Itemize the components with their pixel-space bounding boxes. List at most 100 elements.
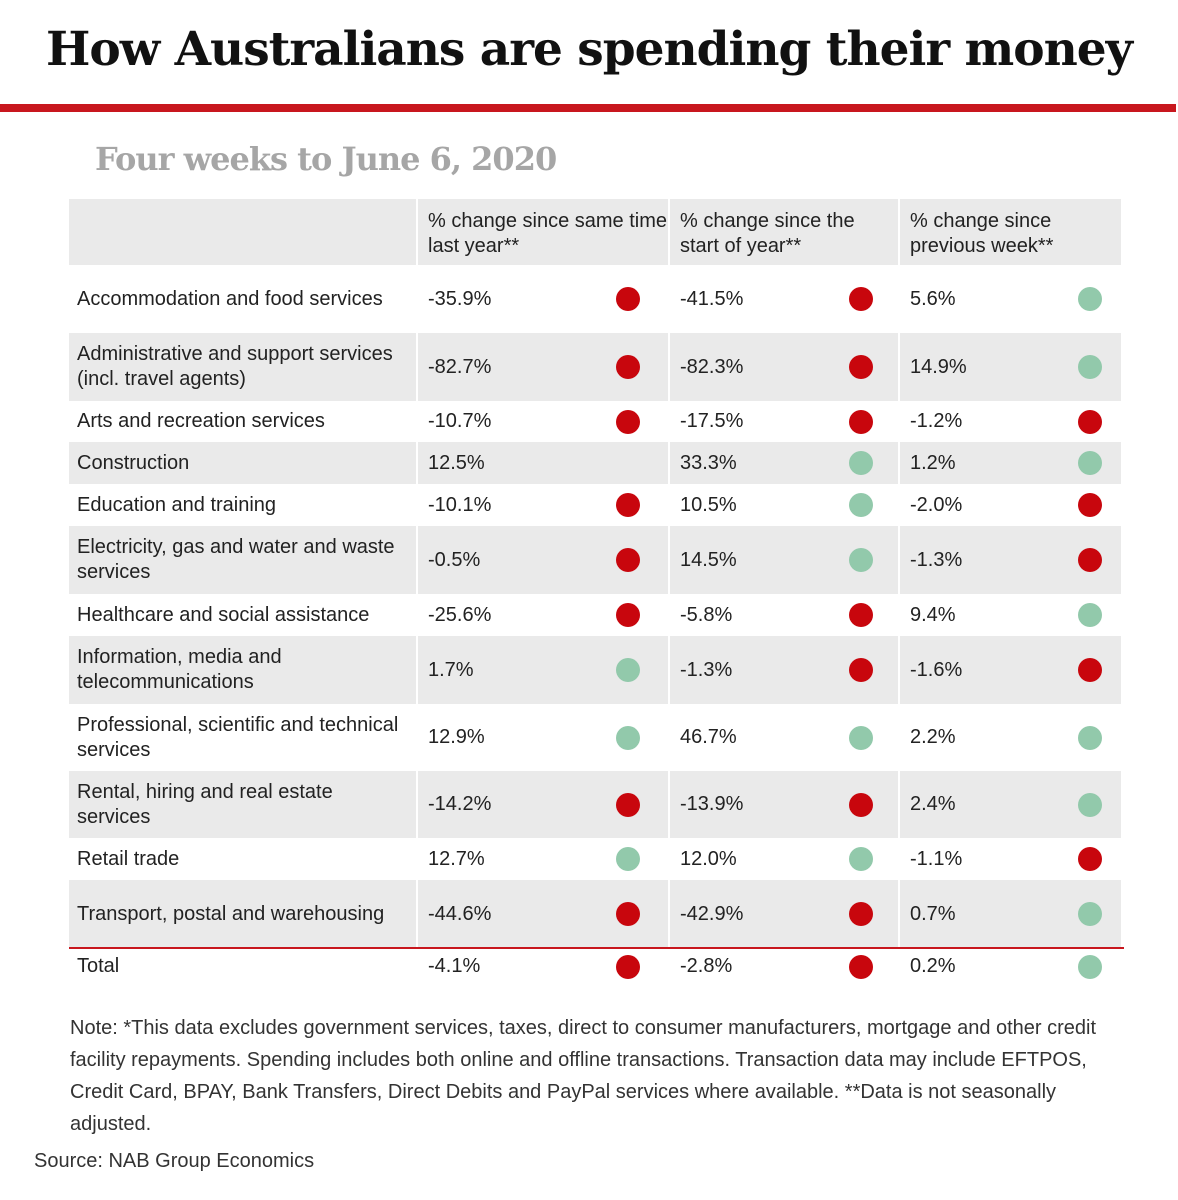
value-cell-year-on-year: -44.6%	[416, 880, 668, 948]
value-cell-year-on-year: -14.2%	[416, 771, 668, 838]
value-text: -14.2%	[428, 793, 492, 815]
value-text: -44.6%	[428, 902, 492, 925]
value-text: -1.2%	[910, 410, 963, 432]
value-cell-week-on-week: 5.6%	[898, 265, 1121, 333]
total-row: Total -4.1% -2.8% 0.2%	[69, 948, 1121, 985]
value-text: 9.4%	[910, 603, 956, 626]
positive-indicator-dot	[1078, 603, 1102, 627]
header-cell-year-to-date: % change since the start of year**	[668, 199, 898, 265]
row-category: Information, media and telecommunication…	[77, 646, 282, 693]
value-cell-year-on-year: 12.9%	[416, 704, 668, 771]
header-cell-category	[69, 199, 416, 265]
value-text: 1.7%	[428, 658, 474, 681]
chart-title: How Australians are spending their money	[46, 22, 1133, 77]
positive-indicator-dot	[616, 725, 640, 750]
value-cell-year-to-date: -42.9%	[668, 880, 898, 948]
negative-indicator-dot	[849, 658, 873, 682]
value-cell-week-on-week: 9.4%	[898, 594, 1121, 636]
row-category: Arts and recreation services	[77, 410, 325, 432]
positive-indicator-dot	[849, 548, 873, 572]
negative-indicator-dot	[849, 902, 873, 926]
footnote: Note: *This data excludes government ser…	[70, 1017, 1097, 1135]
value-text: 14.9%	[910, 355, 967, 378]
positive-indicator-dot	[1078, 287, 1102, 311]
value-text: 0.2%	[910, 955, 956, 977]
value-text: -25.6%	[428, 603, 492, 626]
positive-indicator-dot	[1078, 954, 1102, 979]
value-cell-week-on-week: -1.6%	[898, 636, 1121, 704]
negative-indicator-dot	[1078, 493, 1102, 517]
value-cell-year-on-year: -0.5%	[416, 526, 668, 594]
negative-indicator-dot	[616, 792, 640, 817]
negative-indicator-dot	[616, 287, 640, 311]
value-text: -41.5%	[680, 287, 744, 310]
value-cell-year-to-date: 14.5%	[668, 526, 898, 594]
value-cell-year-to-date: 10.5%	[668, 484, 898, 526]
value-cell-year-to-date: -17.5%	[668, 401, 898, 442]
negative-indicator-dot	[616, 493, 640, 517]
value-cell-week-on-week: 0.2%	[898, 948, 1121, 985]
table-row: Rental, hiring and real estate services -…	[69, 771, 1121, 838]
negative-indicator-dot	[616, 409, 640, 434]
value-text: 1.2%	[910, 451, 956, 474]
value-cell-year-to-date: -2.8%	[668, 948, 898, 985]
value-text: 12.5%	[428, 451, 485, 474]
row-category: Transport, postal and warehousing	[77, 902, 385, 925]
negative-indicator-dot	[1078, 409, 1102, 434]
value-text: -10.1%	[428, 493, 492, 516]
negative-indicator-dot	[1078, 847, 1102, 871]
chart-subtitle: Four weeks to June 6, 2020	[95, 140, 557, 178]
row-category: Education and training	[77, 493, 277, 516]
value-text: 14.5%	[680, 548, 737, 571]
value-cell-year-on-year: -10.7%	[416, 401, 668, 442]
value-cell-week-on-week: 2.2%	[898, 704, 1121, 771]
table-row: Electricity, gas and water and waste ser…	[69, 526, 1121, 594]
value-cell-week-on-week: -1.3%	[898, 526, 1121, 594]
value-text: -1.3%	[910, 548, 963, 571]
value-cell-year-on-year: 12.7%	[416, 838, 668, 880]
total-divider	[69, 947, 1124, 949]
value-cell-year-on-year: 1.7%	[416, 636, 668, 704]
value-text: -2.8%	[680, 955, 733, 977]
value-cell-year-on-year: -25.6%	[416, 594, 668, 636]
negative-indicator-dot	[1078, 658, 1102, 682]
table-row: Transport, postal and warehousing -44.6% -…	[69, 880, 1121, 948]
row-category: Total	[77, 955, 120, 977]
value-text: 2.2%	[910, 726, 956, 748]
value-cell-week-on-week: 14.9%	[898, 333, 1121, 401]
value-text: -42.9%	[680, 902, 744, 925]
negative-indicator-dot	[849, 355, 873, 379]
value-cell-year-to-date: -1.3%	[668, 636, 898, 704]
value-cell-year-to-date: 33.3%	[668, 442, 898, 484]
header-cell-year-on-year: % change since same time last year**	[416, 199, 668, 265]
value-text: 12.9%	[428, 726, 485, 748]
negative-indicator-dot	[849, 287, 873, 311]
row-category: Rental, hiring and real estate services	[77, 780, 333, 828]
value-cell-year-on-year: -35.9%	[416, 265, 668, 333]
value-cell-week-on-week: -2.0%	[898, 484, 1121, 526]
value-text: 12.0%	[680, 847, 737, 870]
value-cell-year-to-date: -13.9%	[668, 771, 898, 838]
value-cell-year-on-year: -10.1%	[416, 484, 668, 526]
row-category: Professional, scientific and technical s…	[77, 713, 399, 761]
value-text: -1.3%	[680, 658, 733, 681]
row-category: Healthcare and social assistance	[77, 603, 370, 626]
row-category: Electricity, gas and water and waste ser…	[77, 536, 395, 583]
value-cell-year-to-date: -41.5%	[668, 265, 898, 333]
positive-indicator-dot	[849, 725, 873, 750]
positive-indicator-dot	[1078, 725, 1102, 750]
value-text: -35.9%	[428, 287, 492, 310]
negative-indicator-dot	[849, 954, 873, 979]
value-cell-week-on-week: 1.2%	[898, 442, 1121, 484]
negative-indicator-dot	[849, 603, 873, 627]
table-row: Arts and recreation services -10.7% -17.5%…	[69, 401, 1121, 442]
value-text: -10.7%	[428, 410, 492, 432]
negative-indicator-dot	[616, 902, 640, 926]
title-divider	[0, 104, 1176, 112]
value-cell-year-on-year: -4.1%	[416, 948, 668, 985]
table-row: Retail trade 12.7% 12.0% -1.1%	[69, 838, 1121, 880]
value-cell-week-on-week: -1.1%	[898, 838, 1121, 880]
positive-indicator-dot	[1078, 355, 1102, 379]
value-text: -17.5%	[680, 410, 744, 432]
negative-indicator-dot	[616, 355, 640, 379]
